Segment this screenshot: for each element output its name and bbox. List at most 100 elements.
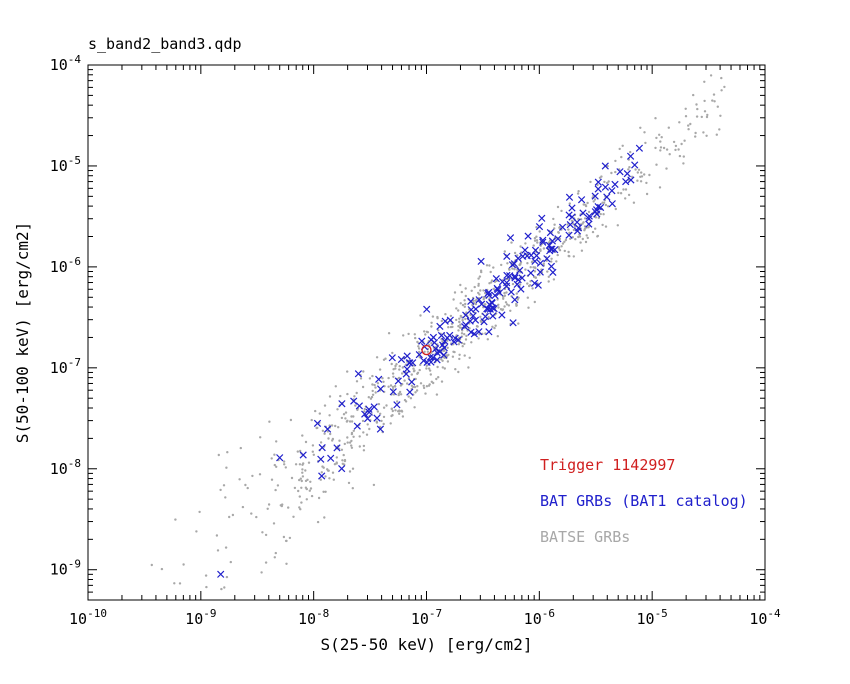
data-point [407, 377, 410, 380]
data-point [507, 304, 511, 307]
data-point-x [498, 278, 507, 286]
data-point [483, 303, 486, 306]
data-point [443, 367, 446, 370]
data-point [687, 124, 690, 127]
data-point [712, 93, 716, 96]
data-point [304, 479, 308, 483]
tick-label: 10-5 [50, 154, 81, 175]
data-point [665, 167, 668, 170]
data-point [458, 320, 461, 324]
data-point [363, 407, 366, 411]
data-point [416, 340, 419, 344]
data-point [298, 506, 301, 509]
data-point [444, 313, 447, 316]
data-point [390, 362, 393, 366]
data-point [342, 413, 346, 416]
data-point [658, 133, 661, 136]
data-point [296, 450, 299, 453]
data-point [440, 380, 444, 383]
data-point-x [361, 410, 369, 418]
data-point [496, 298, 499, 301]
data-point [305, 487, 308, 491]
data-point-x [527, 269, 535, 277]
tick-label: 10-6 [50, 255, 81, 276]
data-point [336, 408, 339, 411]
data-point [319, 478, 322, 481]
data-point [614, 159, 617, 163]
data-point-x [388, 354, 396, 362]
data-point [266, 507, 269, 510]
data-point [195, 530, 198, 533]
data-point-x [565, 193, 574, 201]
data-point [297, 489, 300, 493]
data-point-x [299, 451, 307, 459]
data-point-x [375, 375, 383, 383]
data-point-x [601, 183, 610, 191]
data-point [591, 230, 595, 234]
data-point [460, 332, 464, 335]
data-point-x [353, 422, 361, 430]
data-point-x [603, 193, 611, 201]
bat-scatter-points [217, 144, 644, 578]
data-point-x [568, 204, 576, 212]
data-point [411, 385, 415, 389]
data-point [534, 276, 537, 279]
data-point [322, 490, 325, 493]
data-point [398, 412, 401, 415]
data-point [426, 350, 430, 353]
data-point [678, 154, 682, 158]
data-point [513, 251, 517, 255]
data-point [382, 422, 385, 426]
data-point [518, 263, 521, 267]
data-point [455, 307, 458, 310]
data-point [178, 582, 182, 585]
data-point [407, 332, 410, 336]
data-point-x [485, 328, 493, 336]
data-point-x [483, 305, 491, 313]
data-point-x [627, 176, 635, 184]
data-point [340, 416, 344, 420]
data-point [668, 153, 671, 156]
data-point [264, 561, 268, 564]
data-point-x [350, 397, 358, 405]
data-point [333, 463, 337, 466]
data-point-x [573, 218, 581, 226]
data-point [503, 291, 506, 295]
data-point [695, 103, 698, 106]
data-point [460, 290, 463, 294]
data-point [358, 435, 361, 438]
data-point-x [443, 334, 451, 342]
data-point [636, 179, 639, 182]
data-point [584, 240, 588, 244]
data-point [654, 146, 657, 150]
data-point [343, 442, 346, 446]
data-point [298, 463, 302, 466]
data-point [677, 148, 680, 151]
data-point-x [454, 336, 462, 344]
tick-label: 10-6 [524, 607, 555, 628]
data-point [391, 388, 395, 391]
data-point [334, 424, 337, 428]
data-point-x [419, 357, 428, 365]
data-point [500, 263, 503, 267]
data-point-x [467, 328, 475, 336]
data-point [251, 474, 254, 478]
data-point [496, 335, 499, 338]
data-point [589, 180, 592, 184]
data-point-x [217, 570, 225, 578]
data-point-x [403, 352, 411, 360]
data-point [713, 100, 716, 103]
data-point [637, 168, 641, 171]
data-point [705, 115, 709, 119]
data-point-x [441, 337, 449, 345]
data-point [317, 496, 321, 500]
data-point [553, 223, 556, 226]
data-point-x [534, 281, 542, 289]
data-point [394, 364, 397, 368]
data-point [425, 385, 429, 388]
data-point-x [521, 246, 529, 254]
data-point [310, 494, 314, 498]
data-point [308, 489, 311, 492]
data-point [310, 418, 313, 422]
data-point-x [616, 168, 624, 176]
